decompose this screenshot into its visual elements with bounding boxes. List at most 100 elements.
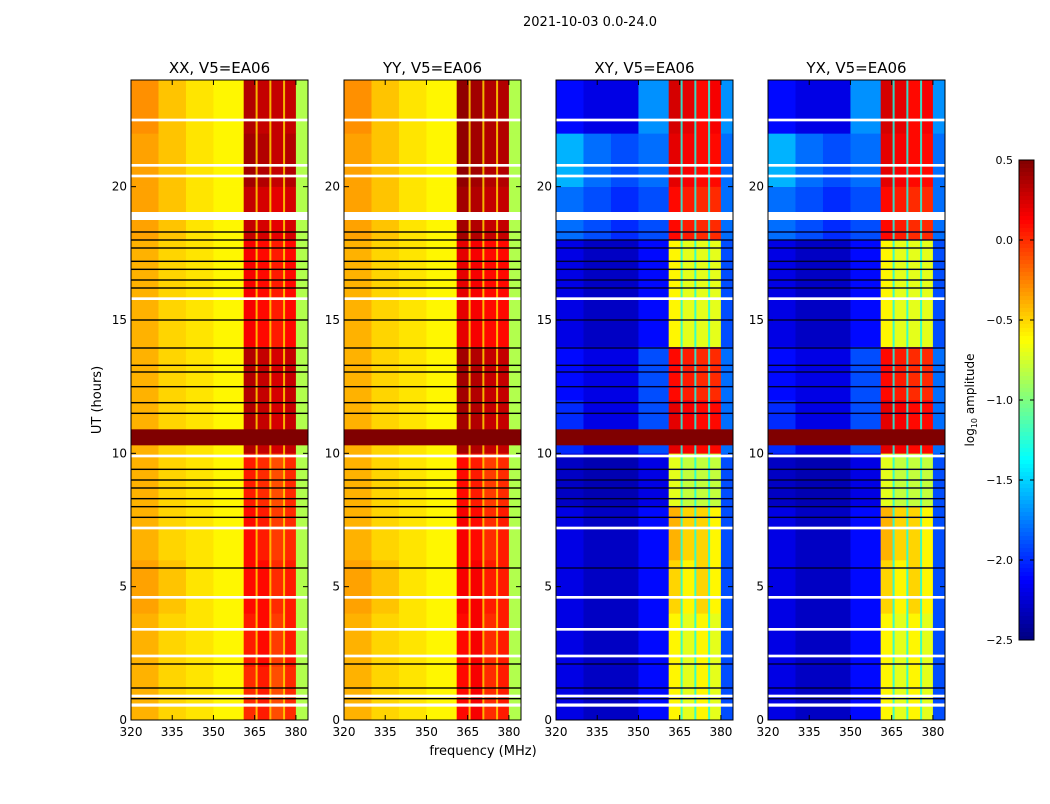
- heatmap-cell: [185, 346, 214, 401]
- heatmap-cell: [682, 613, 697, 667]
- heatmap-cell: [371, 80, 400, 134]
- heatmap-cell: [795, 506, 824, 561]
- heatmap-cell: [932, 666, 946, 721]
- flagged-row: [344, 628, 521, 631]
- dark-row: [768, 268, 945, 271]
- heatmap-cell: [880, 560, 895, 614]
- heatmap-cell: [709, 80, 722, 134]
- heatmap-cell: [908, 133, 923, 187]
- dark-row: [131, 385, 308, 388]
- heatmap-cell: [243, 613, 258, 667]
- dark-row: [344, 516, 521, 519]
- saturated-band: [768, 429, 945, 446]
- colorbar-segment: [1019, 600, 1034, 605]
- heatmap-cell: [295, 133, 309, 187]
- heatmap-cell: [768, 240, 796, 294]
- colorbar-segment: [1019, 228, 1034, 233]
- colorbar-segment: [1019, 308, 1034, 313]
- dark-row: [131, 287, 308, 289]
- dark-row: [131, 364, 308, 367]
- heatmap-cell: [213, 666, 244, 721]
- heatmap-cell: [894, 506, 909, 561]
- flagged-row: [768, 596, 945, 599]
- flagged-row: [344, 454, 521, 458]
- heatmap-cell: [398, 506, 427, 561]
- dark-row: [344, 468, 521, 471]
- flagged-row: [556, 164, 733, 167]
- colorbar-segment: [1019, 580, 1034, 585]
- dark-row: [344, 697, 521, 700]
- x-tick-label: 350: [202, 725, 225, 739]
- dark-row: [344, 231, 521, 233]
- colorbar-segment: [1019, 468, 1034, 473]
- colorbar-segment: [1019, 588, 1034, 593]
- colorbar-segment: [1019, 516, 1034, 521]
- dark-row: [344, 287, 521, 289]
- dark-row: [344, 279, 521, 281]
- colorbar-label-suffix: amplitude: [963, 354, 977, 418]
- figure-title: 2021-10-03 0.0-24.0: [523, 15, 657, 30]
- colorbar-segment: [1019, 352, 1034, 357]
- heatmap-cell: [484, 133, 499, 187]
- heatmap-cell: [158, 613, 187, 667]
- colorbar-segment: [1019, 296, 1034, 301]
- dark-row: [556, 268, 733, 271]
- colorbar-segment: [1019, 264, 1034, 269]
- heatmap-cell: [720, 400, 734, 454]
- colorbar-segment: [1019, 572, 1034, 577]
- heatmap-cell: [908, 560, 923, 614]
- colorbar-segment: [1019, 192, 1034, 197]
- flagged-row: [768, 694, 945, 698]
- colorbar-segment: [1019, 432, 1034, 437]
- heatmap-cell: [497, 80, 510, 134]
- colorbar-segment: [1019, 276, 1034, 281]
- dark-row: [556, 497, 733, 500]
- flagged-row: [556, 118, 733, 122]
- heatmap-cell: [932, 560, 946, 614]
- colorbar-segment: [1019, 236, 1034, 241]
- colorbar-tick-label: −0.5: [986, 314, 1013, 327]
- colorbar-segment: [1019, 504, 1034, 509]
- y-tick-label: 20: [112, 180, 127, 194]
- heatmap-cell: [556, 346, 584, 401]
- dark-row: [556, 468, 733, 471]
- dark-row: [344, 347, 521, 349]
- heatmap-cell: [682, 506, 697, 561]
- colorbar-segment: [1019, 224, 1034, 229]
- heatmap-cell: [398, 560, 427, 614]
- dark-row: [768, 687, 945, 689]
- flagged-row: [344, 526, 521, 530]
- heatmap-cell: [484, 613, 499, 667]
- heatmap-cell: [583, 80, 612, 134]
- heatmap-cell: [610, 560, 639, 614]
- colorbar-segment: [1019, 492, 1034, 497]
- colorbar-tick-label: −1.5: [986, 474, 1013, 487]
- colorbar-segment: [1019, 512, 1034, 517]
- colorbar-segment: [1019, 548, 1034, 553]
- colorbar-segment: [1019, 608, 1034, 613]
- heatmap-cell: [344, 613, 372, 667]
- heatmap-cell: [894, 666, 909, 721]
- heatmap-cell: [668, 666, 683, 721]
- colorbar-segment: [1019, 384, 1034, 389]
- colorbar-segment: [1019, 220, 1034, 225]
- heatmap-cell: [822, 133, 851, 187]
- heatmap-cell: [583, 240, 612, 294]
- dark-row: [768, 497, 945, 500]
- dark-row: [131, 468, 308, 471]
- dark-row: [768, 287, 945, 289]
- colorbar-segment: [1019, 532, 1034, 537]
- heatmap-cell: [720, 133, 734, 187]
- heatmap-cell: [894, 613, 909, 667]
- flagged-row: [768, 628, 945, 631]
- dark-row: [768, 412, 945, 415]
- colorbar-tick-label: −2.0: [986, 554, 1013, 567]
- heatmap-cell: [131, 400, 159, 454]
- heatmap-cell: [932, 613, 946, 667]
- x-tick-label: 320: [333, 725, 356, 739]
- heatmap-cell: [158, 346, 187, 401]
- heatmap-cell: [850, 666, 881, 721]
- dark-row: [556, 239, 733, 241]
- heatmap-cell: [921, 346, 934, 401]
- colorbar-tick-label: −1.0: [986, 394, 1013, 407]
